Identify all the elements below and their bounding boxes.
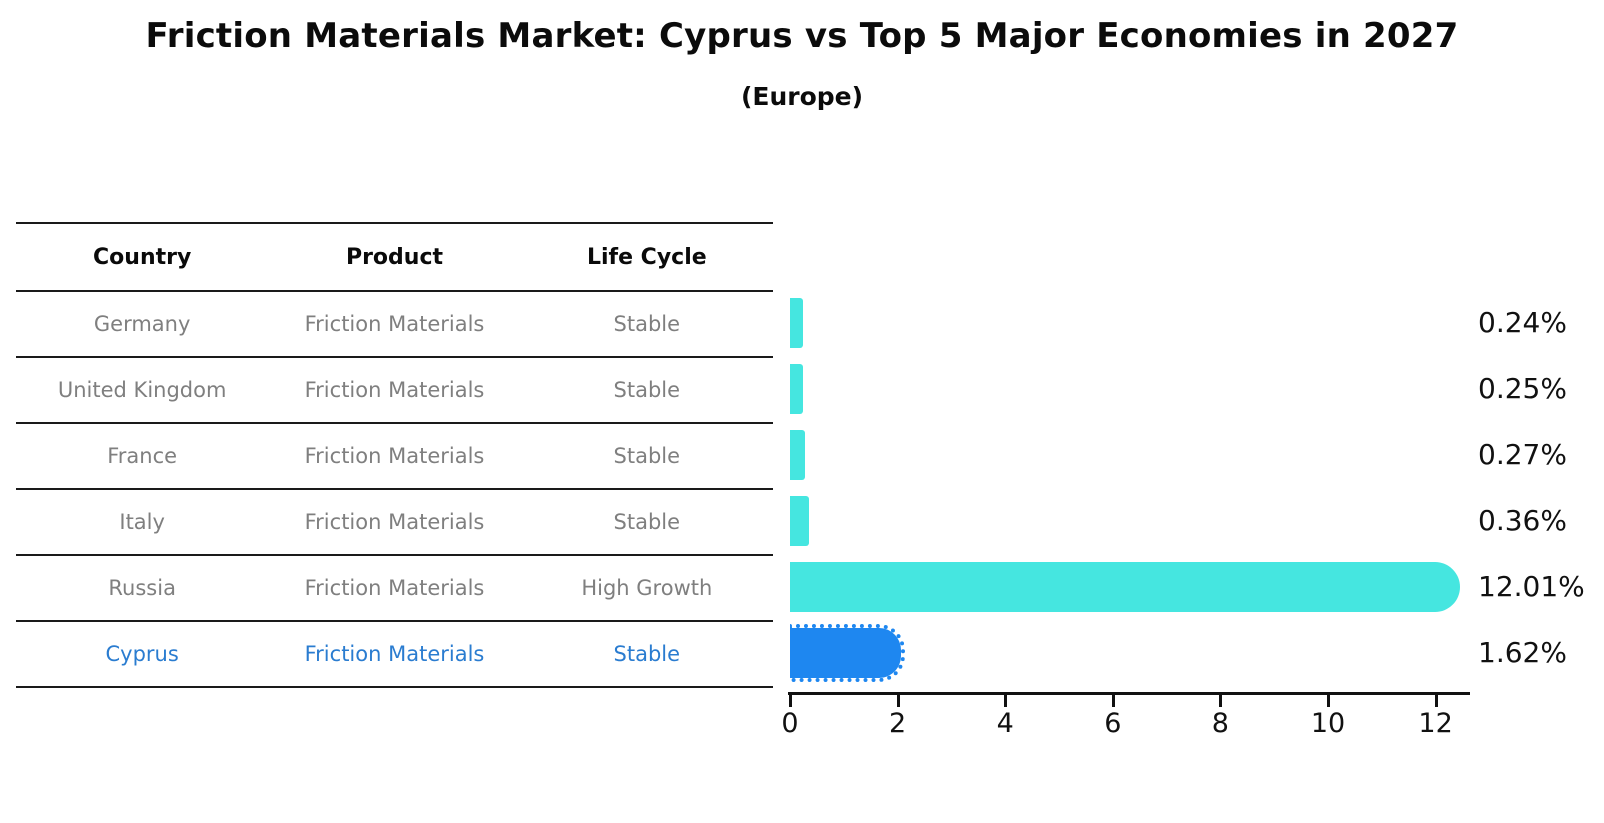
- product-cell: Friction Materials: [304, 312, 485, 336]
- column-header-country: Country: [93, 244, 192, 270]
- table-row-united-kingdom: United Kingdom Friction Materials Stable: [16, 358, 773, 424]
- life-cycle-cell: Stable: [613, 444, 681, 468]
- x-tick-mark-6: [1111, 695, 1115, 707]
- value-label-germany: 0.24%: [1478, 306, 1567, 339]
- bar-france: [790, 430, 805, 480]
- table-row-russia: Russia Friction Materials High Growth: [16, 556, 773, 622]
- bar-cyprus: [790, 624, 905, 682]
- x-tick-mark-10: [1327, 695, 1330, 707]
- value-label-cyprus: 1.62%: [1478, 636, 1567, 669]
- product-cell: Friction Materials: [304, 510, 485, 534]
- bar-italy: [790, 496, 809, 546]
- country-table: Country Product Life Cycle Germany Friction…: [16, 222, 773, 688]
- x-tick-label-8: 8: [1211, 708, 1229, 739]
- country-cell: Italy: [119, 510, 165, 534]
- value-label-italy: 0.36%: [1478, 504, 1567, 537]
- chart-subtitle: (Europe): [740, 82, 864, 111]
- table-row-italy: Italy Friction Materials Stable: [16, 490, 773, 556]
- product-cell: Friction Materials: [304, 444, 485, 468]
- x-tick-label-6: 6: [1104, 708, 1122, 739]
- country-cell: Cyprus: [105, 642, 179, 666]
- x-tick-mark-12: [1434, 695, 1438, 707]
- x-tick-mark-2: [896, 695, 900, 707]
- column-header-product: Product: [345, 244, 444, 270]
- country-cell: United Kingdom: [57, 378, 227, 402]
- x-axis-line: [788, 692, 1470, 695]
- life-cycle-cell: Stable: [613, 312, 681, 336]
- chart-title: Friction Materials Market: Cyprus vs Top…: [145, 16, 1459, 56]
- bar-united-kingdom: [790, 364, 803, 414]
- life-cycle-cell: Stable: [613, 378, 681, 402]
- column-header-life-cycle: Life Cycle: [586, 244, 707, 270]
- x-tick-mark-0: [789, 695, 792, 707]
- table-row-cyprus: Cyprus Friction Materials Stable: [16, 622, 773, 688]
- bar-russia: [790, 562, 1460, 612]
- country-cell: Germany: [93, 312, 191, 336]
- x-tick-mark-4: [1004, 695, 1008, 707]
- country-cell: France: [107, 444, 178, 468]
- life-cycle-cell: Stable: [613, 642, 681, 666]
- x-tick-label-10: 10: [1310, 708, 1346, 739]
- product-cell: Friction Materials: [304, 642, 485, 666]
- x-tick-label-0: 0: [781, 708, 799, 739]
- product-cell: Friction Materials: [304, 576, 485, 600]
- value-label-france: 0.27%: [1478, 438, 1567, 471]
- x-tick-label-12: 12: [1418, 708, 1453, 739]
- table-header-row: Country Product Life Cycle: [16, 224, 773, 292]
- value-label-united-kingdom: 0.25%: [1478, 372, 1567, 405]
- product-cell: Friction Materials: [304, 378, 485, 402]
- table-row-france: France Friction Materials Stable: [16, 424, 773, 490]
- country-cell: Russia: [108, 576, 176, 600]
- table-row-germany: Germany Friction Materials Stable: [16, 292, 773, 358]
- x-tick-label-4: 4: [996, 708, 1014, 739]
- x-tick-label-2: 2: [889, 708, 907, 739]
- value-label-russia: 12.01%: [1478, 570, 1585, 603]
- life-cycle-cell: Stable: [613, 510, 681, 534]
- bar-germany: [790, 298, 803, 348]
- life-cycle-cell: High Growth: [581, 576, 713, 600]
- x-tick-mark-8: [1219, 695, 1223, 707]
